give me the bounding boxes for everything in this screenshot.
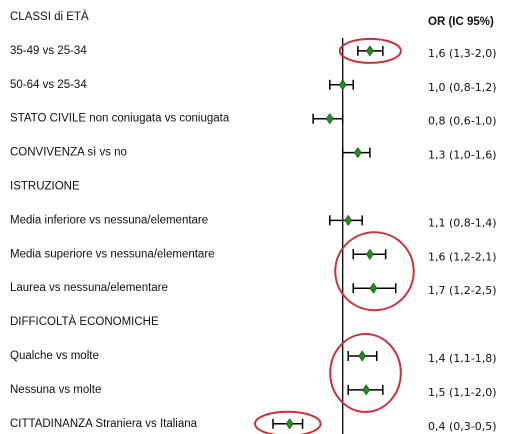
estimate-marker [338,79,347,91]
row-label: Media inferiore vs nessuna/elementare [10,214,208,226]
value-label: 1,0 (0,8-1,2) [428,81,497,94]
value-label: 1,5 (1,1-2,0) [428,386,497,399]
value-label: 1,6 (1,2-2,1) [428,250,497,263]
estimate-marker [362,384,371,396]
row-label: ISTRUZIONE [10,181,80,193]
estimate-marker [369,282,378,294]
row-label: 50-64 vs 25-34 [10,79,87,91]
estimate-marker [354,147,362,159]
highlight-circle [329,333,402,413]
row-label: CONVIVENZA sì vs no [10,147,127,159]
estimate-marker [325,113,334,125]
estimate-marker [366,248,374,260]
value-label: 1,6 (1,3-2,0) [428,47,497,60]
row-label: Nessuna vs molte [10,384,101,396]
estimate-marker [344,214,353,226]
value-label: 1,1 (0,8-1,4) [428,216,497,229]
estimate-marker [285,418,294,430]
row-label: Laurea vs nessuna/elementare [10,282,168,294]
estimate-marker [358,350,367,362]
column-title: OR (IC 95%) [428,16,494,28]
row-label: STATO CIVILE non coniugata vs coniugata [10,113,230,125]
value-label: 1,3 (1,0-1,6) [428,149,497,162]
highlight-circle [254,410,322,434]
row-label: CITTADINANZA Straniera vs Italiana [10,418,198,430]
row-label: Qualche vs molte [10,350,99,362]
row-label: DIFFICOLTÀ ECONOMICHE [10,315,159,328]
value-label: 0,4 (0,3-0,5) [428,420,497,433]
value-label: 0,8 (0,6-1,0) [428,115,497,128]
highlight-circle [338,37,402,64]
estimate-marker [366,45,374,57]
value-label: 1,7 (1,2-2,5) [428,284,497,297]
highlight-circle [334,231,415,312]
row-label: 35-49 vs 25-34 [10,45,87,57]
row-label: Media superiore vs nessuna/elementare [10,248,215,260]
value-label: 1,4 (1,1-1,8) [428,352,497,365]
row-label: CLASSI di ETÀ [10,10,89,23]
